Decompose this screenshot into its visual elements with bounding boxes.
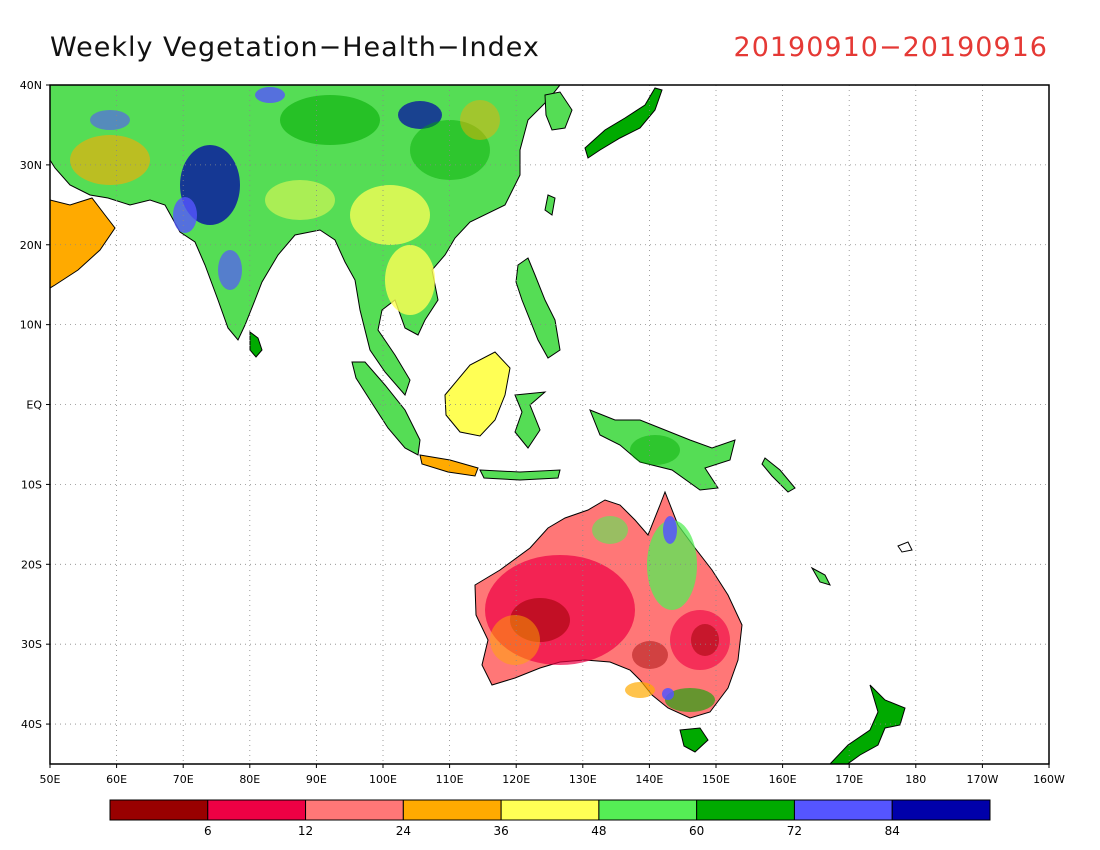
lat-tick-label: 40S [21, 718, 42, 731]
lon-tick-label: 50E [40, 773, 61, 786]
colorbar-swatch [793, 799, 893, 821]
korea [544, 91, 573, 131]
colorbar-label: 72 [787, 824, 802, 838]
longitude-labels: 50E 60E 70E 80E 90E 100E 110E 120E 130E 140E 150E 1… [40, 764, 1065, 786]
lat-tick-label: 30S [21, 638, 42, 651]
java [419, 454, 479, 477]
solomon-islands [761, 457, 796, 493]
colorbar-swatch [402, 799, 502, 821]
philippines [515, 257, 561, 359]
lon-tick-label: 90E [306, 773, 327, 786]
lon-tick-label: 130E [569, 773, 597, 786]
colorbar-label: 60 [689, 824, 704, 838]
fiji [897, 541, 913, 553]
map-title: Weekly Vegetation−Health−Index [50, 32, 540, 63]
colorbar-swatch [305, 799, 404, 821]
colorbar-swatch [207, 799, 307, 821]
colorbar-label: 84 [885, 824, 900, 838]
lat-tick-label: 40N [20, 79, 42, 92]
colorbar: 6 12 24 36 48 60 72 84 [109, 799, 991, 838]
sumatra [351, 361, 421, 456]
colorbar-label: 12 [298, 824, 313, 838]
land-layer [50, 85, 913, 764]
colorbar-label: 48 [591, 824, 606, 838]
date-range: 20190910−20190916 [733, 32, 1048, 63]
lon-tick-label: 170W [966, 773, 998, 786]
borneo [444, 351, 511, 437]
lat-tick-label: 30N [20, 159, 42, 172]
map-frame [49, 84, 1050, 765]
lat-tick-label: 10N [20, 319, 42, 332]
colorbar-swatch [696, 799, 795, 821]
arabia-landmass [50, 197, 116, 289]
lon-tick-label: 160W [1033, 773, 1065, 786]
new-guinea [589, 409, 736, 491]
lon-tick-label: 80E [239, 773, 260, 786]
sri-lanka [249, 331, 263, 358]
lon-tick-label: 170E [835, 773, 863, 786]
latitude-labels: 40N 30N 20N 10N EQ 10S 20S 30S 40S [20, 79, 50, 731]
lon-tick-label: 150E [702, 773, 730, 786]
taiwan [544, 194, 556, 216]
colorbar-label: 6 [204, 824, 212, 838]
lon-tick-label: 100E [369, 773, 397, 786]
japan [584, 87, 663, 159]
lon-tick-label: 160E [769, 773, 797, 786]
lon-tick-label: 70E [173, 773, 194, 786]
vhi-overlays [70, 87, 730, 712]
colorbar-label: 36 [493, 824, 508, 838]
asia-landmass [50, 85, 561, 396]
colorbar-label: 24 [396, 824, 411, 838]
lat-tick-label: 10S [21, 478, 42, 491]
lon-tick-label: 140E [635, 773, 663, 786]
lat-tick-label: EQ [26, 399, 42, 412]
colorbar-swatch [598, 799, 698, 821]
graticule [50, 85, 1049, 764]
lat-tick-label: 20S [21, 558, 42, 571]
lat-tick-label: 20N [20, 239, 42, 252]
colorbar-swatch [500, 799, 600, 821]
new-zealand [829, 684, 906, 764]
new-caledonia [810, 566, 831, 586]
lesser-sunda-islands [479, 469, 561, 481]
lon-tick-label: 60E [106, 773, 127, 786]
colorbar-swatch [891, 799, 991, 821]
colorbar-swatch [109, 799, 209, 821]
lon-tick-label: 180 [905, 773, 926, 786]
tasmania [679, 727, 709, 753]
lon-tick-label: 110E [436, 773, 464, 786]
sulawesi [514, 391, 547, 449]
lon-tick-label: 120E [502, 773, 530, 786]
